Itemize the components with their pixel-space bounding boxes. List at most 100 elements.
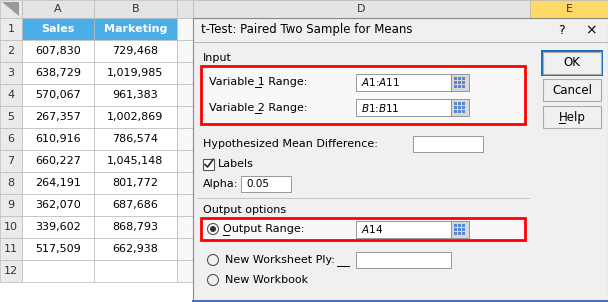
Bar (543, 52, 601, 74)
Text: OK: OK (564, 56, 581, 69)
Bar (454, 223, 457, 226)
Text: 610,916: 610,916 (35, 134, 81, 144)
Bar (177, 84, 193, 106)
Text: $A$1:$A$11: $A$1:$A$11 (361, 76, 400, 88)
Text: 517,509: 517,509 (35, 244, 81, 254)
Bar (0, 0, 22, 18)
Bar (451, 220, 469, 237)
Text: Cancel: Cancel (552, 83, 592, 97)
Bar (177, 106, 193, 128)
Text: 362,070: 362,070 (35, 200, 81, 210)
Text: 1,002,869: 1,002,869 (108, 112, 164, 122)
Bar (94, 260, 177, 282)
Bar (0, 150, 22, 172)
Bar (22, 172, 94, 194)
Text: A: A (54, 4, 62, 14)
Text: New Worksheet Ply:: New Worksheet Ply: (225, 255, 335, 265)
Bar (462, 85, 465, 88)
Text: 11: 11 (4, 244, 18, 254)
Bar (458, 232, 461, 234)
Bar (454, 102, 457, 105)
Bar (177, 260, 193, 282)
Text: Variable 2 Range:: Variable 2 Range: (209, 103, 308, 113)
Bar (462, 81, 465, 84)
Bar (241, 176, 291, 192)
Bar (541, 50, 603, 76)
Bar (0, 216, 22, 238)
Bar (462, 110, 465, 113)
Bar (177, 62, 193, 84)
Bar (462, 102, 465, 105)
Bar (177, 18, 193, 40)
Bar (22, 128, 94, 150)
Text: Output options: Output options (203, 205, 286, 215)
Text: $B$1:$B$11: $B$1:$B$11 (361, 102, 399, 114)
Bar (0, 18, 22, 40)
Text: 12: 12 (4, 266, 18, 276)
Text: 4: 4 (7, 90, 15, 100)
Text: 9: 9 (7, 200, 15, 210)
Bar (22, 0, 94, 18)
Text: 687,686: 687,686 (112, 200, 159, 210)
Bar (177, 128, 193, 150)
Text: 801,772: 801,772 (112, 178, 159, 188)
Bar (458, 106, 461, 109)
Text: 638,729: 638,729 (35, 68, 81, 78)
Text: 570,067: 570,067 (35, 90, 81, 100)
Bar (203, 159, 214, 169)
Bar (458, 77, 461, 80)
Text: 662,938: 662,938 (112, 244, 159, 254)
Bar (94, 194, 177, 216)
Text: 660,227: 660,227 (35, 156, 81, 166)
Bar (454, 227, 457, 230)
Bar (0, 40, 22, 62)
Bar (94, 150, 177, 172)
Text: 2: 2 (7, 46, 15, 56)
Text: Variable 1 Range:: Variable 1 Range: (209, 77, 308, 87)
Bar (454, 81, 457, 84)
Text: 5: 5 (7, 112, 15, 122)
Text: Hypothesized Mean Difference:: Hypothesized Mean Difference: (203, 139, 378, 149)
Text: 267,357: 267,357 (35, 112, 81, 122)
Bar (462, 106, 465, 109)
Bar (22, 18, 94, 40)
Bar (454, 85, 457, 88)
Bar (22, 260, 94, 282)
Bar (543, 79, 601, 101)
Text: Marketing: Marketing (104, 24, 167, 34)
Bar (458, 85, 461, 88)
Bar (543, 106, 601, 128)
Bar (22, 84, 94, 106)
Text: Alpha:: Alpha: (203, 179, 238, 189)
Text: 607,830: 607,830 (35, 46, 81, 56)
Text: 3: 3 (7, 68, 15, 78)
Bar (356, 99, 451, 116)
Bar (356, 252, 451, 268)
Text: Input: Input (203, 53, 232, 63)
Bar (458, 102, 461, 105)
Bar (458, 223, 461, 226)
Bar (451, 74, 469, 91)
Bar (454, 77, 457, 80)
Bar (201, 218, 525, 240)
Bar (94, 18, 177, 40)
Text: New Workbook: New Workbook (225, 275, 308, 285)
Bar (0, 260, 22, 282)
Text: 10: 10 (4, 222, 18, 232)
Text: 1,045,148: 1,045,148 (108, 156, 164, 166)
Bar (0, 84, 22, 106)
Text: 264,191: 264,191 (35, 178, 81, 188)
Bar (94, 128, 177, 150)
Bar (462, 223, 465, 226)
Bar (94, 84, 177, 106)
Bar (94, 40, 177, 62)
Bar (0, 194, 22, 216)
Bar (458, 110, 461, 113)
Text: 1: 1 (7, 24, 15, 34)
Bar (458, 227, 461, 230)
Bar (94, 238, 177, 260)
Bar (94, 62, 177, 84)
Bar (22, 40, 94, 62)
Text: t-Test: Paired Two Sample for Means: t-Test: Paired Two Sample for Means (201, 24, 412, 37)
Text: ×: × (585, 23, 597, 37)
